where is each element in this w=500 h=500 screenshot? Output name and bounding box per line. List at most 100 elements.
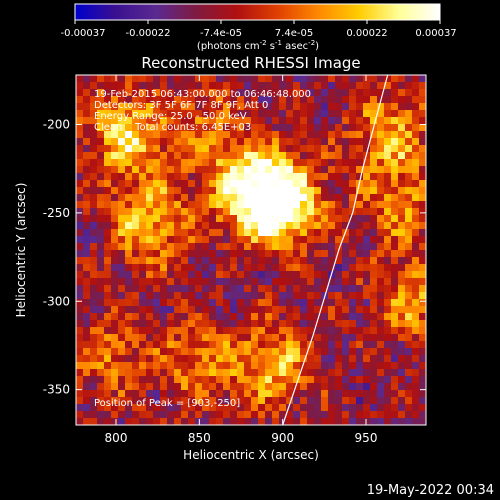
heatmap-cell — [125, 110, 133, 118]
heatmap-cell — [230, 341, 238, 349]
heatmap-cell — [356, 278, 364, 286]
heatmap-cell — [90, 243, 98, 251]
heatmap-cell — [167, 117, 175, 125]
heatmap-cell — [412, 201, 420, 209]
heatmap-cell — [398, 362, 406, 370]
heatmap-cell — [97, 285, 105, 293]
heatmap-cell — [104, 124, 112, 132]
heatmap-cell — [209, 243, 217, 251]
heatmap-cell — [286, 138, 294, 146]
heatmap-cell — [321, 278, 329, 286]
heatmap-cell — [363, 215, 371, 223]
heatmap-cell — [181, 383, 189, 391]
heatmap-cell — [216, 250, 224, 258]
heatmap-cell — [230, 404, 238, 412]
heatmap-cell — [83, 376, 91, 384]
heatmap-cell — [167, 124, 175, 132]
heatmap-cell — [370, 145, 378, 153]
heatmap-cell — [125, 138, 133, 146]
heatmap-cell — [314, 82, 322, 90]
heatmap-cell — [209, 285, 217, 293]
heatmap-cell — [286, 180, 294, 188]
heatmap-cell — [251, 131, 259, 139]
heatmap-cell — [167, 194, 175, 202]
heatmap-cell — [188, 82, 196, 90]
heatmap-cell — [279, 159, 287, 167]
heatmap-cell — [356, 187, 364, 195]
heatmap-cell — [335, 208, 343, 216]
heatmap-cell — [377, 82, 385, 90]
heatmap-cell — [321, 348, 329, 356]
heatmap-cell — [125, 243, 133, 251]
heatmap-cell — [244, 348, 252, 356]
heatmap-cell — [349, 82, 357, 90]
heatmap-cell — [83, 271, 91, 279]
heatmap-cell — [237, 376, 245, 384]
heatmap-cell — [307, 82, 315, 90]
solar-limb-curve — [282, 75, 389, 425]
heatmap-cell — [384, 404, 392, 412]
heatmap-cell — [300, 82, 308, 90]
heatmap-cell — [167, 250, 175, 258]
heatmap-cell — [384, 201, 392, 209]
heatmap-cell — [111, 355, 119, 363]
heatmap-cell — [139, 180, 147, 188]
heatmap-cell — [258, 369, 266, 377]
heatmap-cell — [195, 159, 203, 167]
heatmap-cell — [419, 152, 426, 160]
heatmap-cell — [83, 264, 91, 272]
heatmap-cell — [363, 138, 371, 146]
heatmap-cell — [370, 348, 378, 356]
heatmap-cell — [398, 89, 406, 97]
heatmap-cell — [363, 397, 371, 405]
heatmap-cell — [132, 131, 140, 139]
heatmap-cell — [258, 159, 266, 167]
heatmap-cell — [363, 369, 371, 377]
heatmap-cell — [265, 180, 273, 188]
heatmap-cell — [223, 306, 231, 314]
heatmap-cell — [125, 131, 133, 139]
heatmap-cell — [209, 404, 217, 412]
heatmap-cell — [90, 264, 98, 272]
heatmap-cell — [412, 320, 420, 328]
heatmap-cell — [272, 82, 280, 90]
heatmap-cell — [139, 236, 147, 244]
heatmap-cell — [153, 306, 161, 314]
heatmap-cell — [216, 187, 224, 195]
heatmap-cell — [202, 271, 210, 279]
heatmap-cell — [216, 75, 224, 83]
heatmap-cell — [104, 411, 112, 419]
heatmap-cell — [209, 278, 217, 286]
heatmap-cell — [132, 418, 140, 425]
heatmap-cell — [272, 89, 280, 97]
heatmap-cell — [258, 180, 266, 188]
heatmap-cell — [370, 362, 378, 370]
heatmap-cell — [90, 271, 98, 279]
heatmap-cell — [188, 138, 196, 146]
heatmap-cell — [349, 201, 357, 209]
heatmap-cell — [146, 306, 154, 314]
heatmap-cell — [286, 236, 294, 244]
heatmap-cell — [111, 383, 119, 391]
heatmap-cell — [104, 341, 112, 349]
heatmap-cell — [370, 306, 378, 314]
heatmap-cell — [181, 222, 189, 230]
heatmap-cell — [286, 362, 294, 370]
heatmap-cell — [398, 187, 406, 195]
heatmap-cell — [314, 320, 322, 328]
heatmap-cell — [181, 138, 189, 146]
heatmap-cell — [419, 341, 426, 349]
heatmap-cell — [391, 110, 399, 118]
heatmap-cell — [405, 166, 413, 174]
heatmap-cell — [412, 278, 420, 286]
heatmap-cell — [223, 362, 231, 370]
heatmap-cell — [419, 397, 426, 405]
heatmap-cell — [188, 320, 196, 328]
heatmap-cell — [412, 180, 420, 188]
heatmap-cell — [160, 334, 168, 342]
heatmap-cell — [279, 152, 287, 160]
heatmap-cell — [132, 257, 140, 265]
heatmap-cell — [216, 173, 224, 181]
heatmap-cell — [83, 201, 91, 209]
heatmap-cell — [349, 341, 357, 349]
